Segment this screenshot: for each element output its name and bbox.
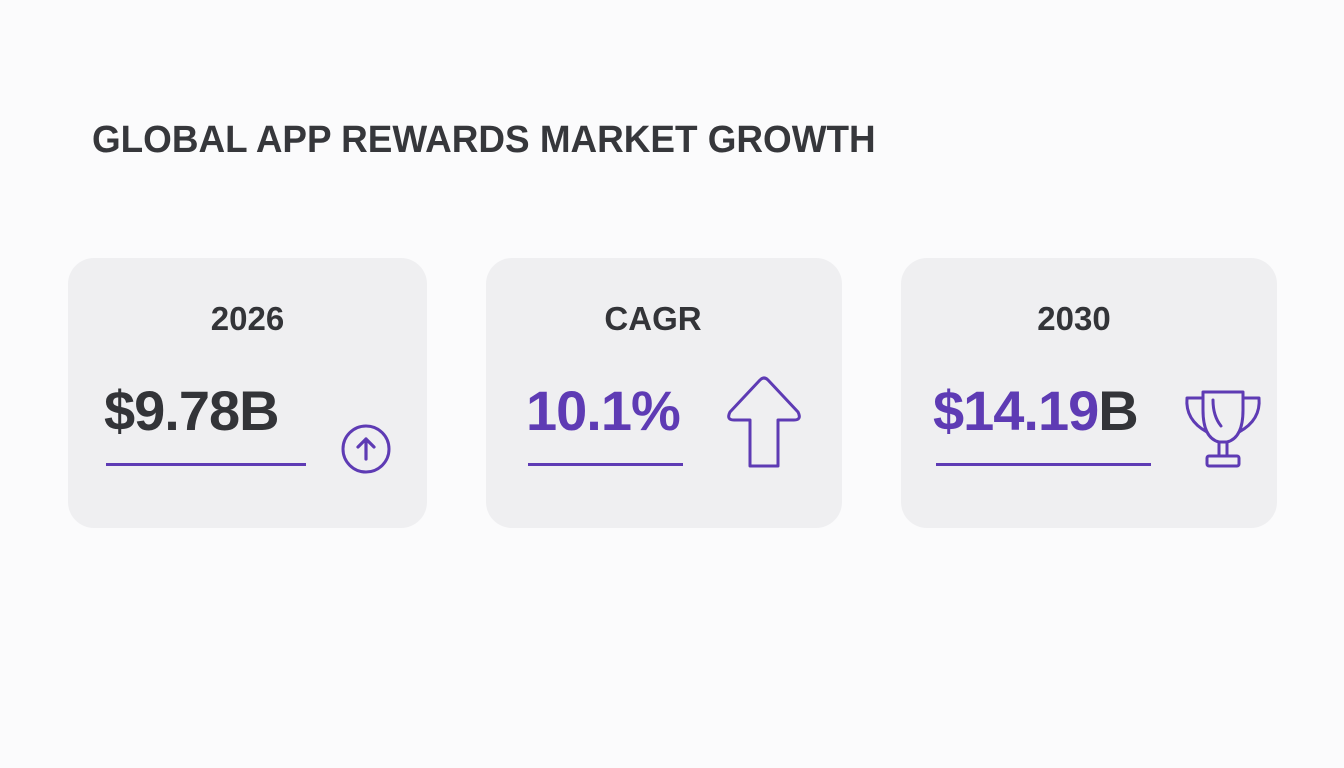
card-label: CAGR [604, 300, 702, 337]
card-value-main: B [1098, 379, 1138, 442]
value-underline [936, 463, 1151, 466]
card-label: 2030 [1037, 300, 1111, 337]
card-value-main: $9.78B [104, 379, 280, 442]
card-value-accent: $14.19 [933, 379, 1099, 442]
outline-arrow-up-icon [727, 376, 801, 468]
value-underline [106, 463, 306, 466]
card-label: 2026 [210, 300, 285, 337]
value-underline [528, 463, 683, 466]
stat-card-cagr: CAGR 10.1% [486, 258, 842, 528]
card-value: $9.78B [104, 378, 280, 443]
trophy-icon [1185, 390, 1261, 468]
circle-arrow-up-icon [341, 424, 391, 474]
card-value: 10.1% [526, 378, 681, 443]
card-value-accent: 10.1% [526, 379, 681, 442]
stat-card-2030: 2030 $14.19B [901, 258, 1277, 528]
card-value: $14.19B [933, 378, 1139, 443]
page-title: GLOBAL APP REWARDS MARKET GROWTH [92, 119, 876, 161]
stat-card-2026: 2026 $9.78B [68, 258, 427, 528]
